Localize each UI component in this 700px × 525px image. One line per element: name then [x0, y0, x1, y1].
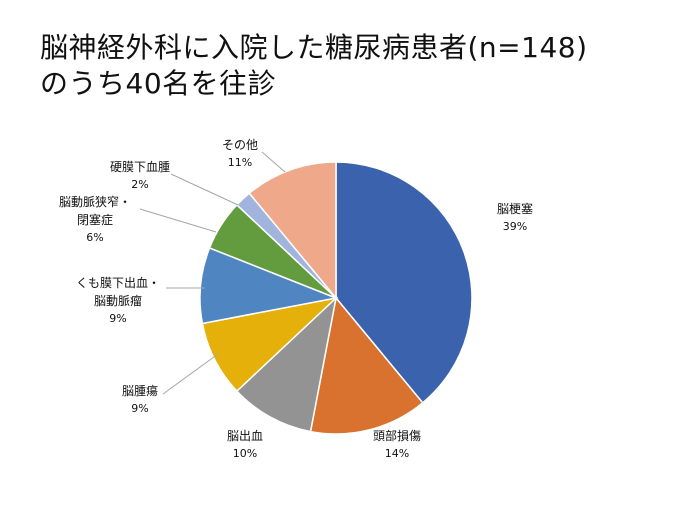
slice-label-text: 頭部損傷 [372, 429, 422, 443]
chart-title: 脳神経外科に入院した糖尿病患者(n=148) のうち40名を往診 [40, 30, 680, 102]
slice-label-0: 脳梗塞 39% [497, 200, 533, 236]
leader-line-3 [162, 353, 219, 395]
slice-label-5: 脳動脈狭窄・ 閉塞症 6% [59, 193, 131, 247]
slice-percent: 39% [502, 220, 528, 233]
title-line-1: 脳神経外科に入院した糖尿病患者(n=148) [40, 31, 588, 64]
slice-label-text: 閉塞症 [76, 213, 114, 227]
slice-label-3: 脳腫瘍 9% [122, 382, 158, 418]
leader-line-5 [139, 208, 217, 233]
slice-percent: 9% [109, 312, 127, 325]
pie-slice-0 [335, 161, 473, 404]
slice-label-text: 脳腫瘍 [121, 384, 159, 398]
slice-label-text: 脳動脈狭窄・ [58, 195, 132, 209]
leader-line-6 [170, 173, 239, 206]
slice-label-1: 頭部損傷 14% [373, 427, 421, 463]
pie-slice-2 [235, 295, 338, 433]
slice-percent: 11% [227, 156, 253, 169]
title-line-2: のうち40名を往診 [40, 67, 277, 100]
slice-label-text: くも膜下出血・ [75, 276, 161, 290]
slice-percent: 9% [131, 402, 149, 415]
slice-percent: 10% [232, 447, 258, 460]
slice-percent: 14% [384, 447, 410, 460]
slice-label-text: 硬膜下血腫 [109, 160, 171, 174]
slice-label-7: その他 11% [222, 136, 258, 172]
slice-label-text: その他 [221, 138, 259, 152]
slice-label-text: 脳梗塞 [496, 202, 534, 216]
slice-label-text: 脳動脈瘤 [93, 294, 143, 308]
slice-label-6: 硬膜下血腫 2% [110, 158, 170, 194]
slice-percent: 6% [86, 231, 104, 244]
slice-percent: 2% [131, 178, 149, 191]
slice-label-text: 脳出血 [226, 429, 264, 443]
leader-line-7 [261, 151, 286, 173]
slice-label-4: くも膜下出血・ 脳動脈瘤 9% [76, 274, 160, 328]
slice-label-2: 脳出血 10% [227, 427, 263, 463]
pie-slice-7 [248, 161, 337, 301]
pie-slice-1 [309, 296, 424, 435]
